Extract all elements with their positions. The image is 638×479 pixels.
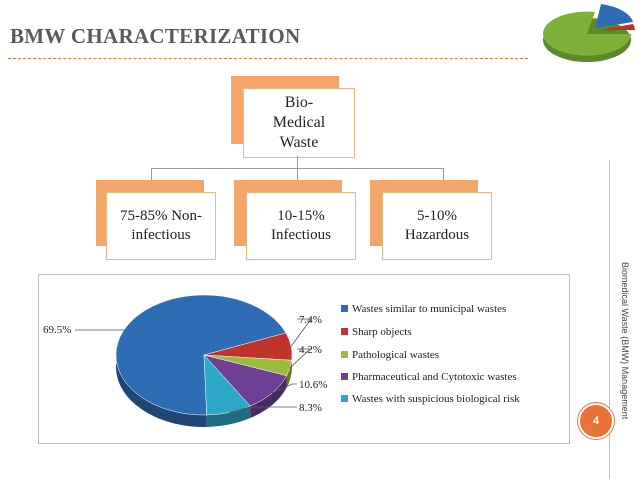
pie-data-label: 7.4% bbox=[299, 314, 322, 326]
legend-label: Sharp objects bbox=[352, 326, 412, 338]
child-node-label: 5-10% Hazardous bbox=[404, 208, 470, 243]
pie-slice bbox=[115, 294, 287, 416]
page-number-badge: 4 bbox=[578, 403, 614, 439]
pie-data-label: 10.6% bbox=[299, 379, 327, 391]
pie-slice-side bbox=[206, 406, 251, 427]
child-node-infectious: 10-15% Infectious bbox=[246, 192, 356, 260]
child-node-noninfectious: 75-85% Non-infectious bbox=[106, 192, 216, 260]
pie-leader-line bbox=[229, 406, 297, 413]
sidebar-divider bbox=[609, 160, 610, 479]
legend-label: Wastes similar to municipal wastes bbox=[352, 303, 506, 315]
pie-data-label: 4.2% bbox=[299, 344, 322, 356]
root-node: Bio-Medical Waste bbox=[243, 88, 355, 158]
pie-chart: 7.4% 4.2% 10.6% 8.3% 69.5% Wastes similar to … bbox=[43, 294, 520, 427]
legend-swatch bbox=[341, 328, 348, 335]
connector-vertical bbox=[297, 156, 298, 169]
connector-left bbox=[151, 168, 152, 180]
child-node-label: 75-85% Non-infectious bbox=[119, 208, 203, 243]
pie-data-label: 8.3% bbox=[299, 402, 322, 414]
child-node-hazardous: 5-10% Hazardous bbox=[382, 192, 492, 260]
connector-right bbox=[443, 168, 444, 180]
legend-label: Pharmaceutical and Cytotoxic wastes bbox=[352, 371, 517, 383]
legend-swatch bbox=[341, 351, 348, 358]
decorative-pie-graphic bbox=[543, 4, 635, 62]
legend-swatch bbox=[341, 395, 348, 402]
pie-leader-line bbox=[290, 318, 312, 347]
sidebar-caption: Biomedical Waste (BMW) Management bbox=[620, 262, 630, 420]
root-node-label: Bio-Medical Waste bbox=[272, 94, 326, 151]
page-title: BMW CHARACTERIZATION bbox=[10, 24, 301, 48]
connector-middle bbox=[297, 168, 298, 180]
legend-label: Wastes with suspicious biological risk bbox=[352, 393, 520, 405]
title-divider bbox=[8, 58, 528, 59]
child-node-label: 10-15% Infectious bbox=[271, 208, 331, 243]
pie-slice bbox=[203, 354, 251, 416]
legend-swatch bbox=[341, 373, 348, 380]
legend-label: Pathological wastes bbox=[352, 349, 439, 361]
pie-leader-line bbox=[271, 383, 297, 394]
pie-data-label: 69.5% bbox=[43, 324, 71, 336]
pie-slice-side bbox=[250, 375, 287, 419]
pie-chart-frame: 7.4% 4.2% 10.6% 8.3% 69.5% Wastes similar to … bbox=[38, 274, 570, 444]
pie-leader-line bbox=[289, 348, 311, 369]
legend-swatch bbox=[341, 305, 348, 312]
